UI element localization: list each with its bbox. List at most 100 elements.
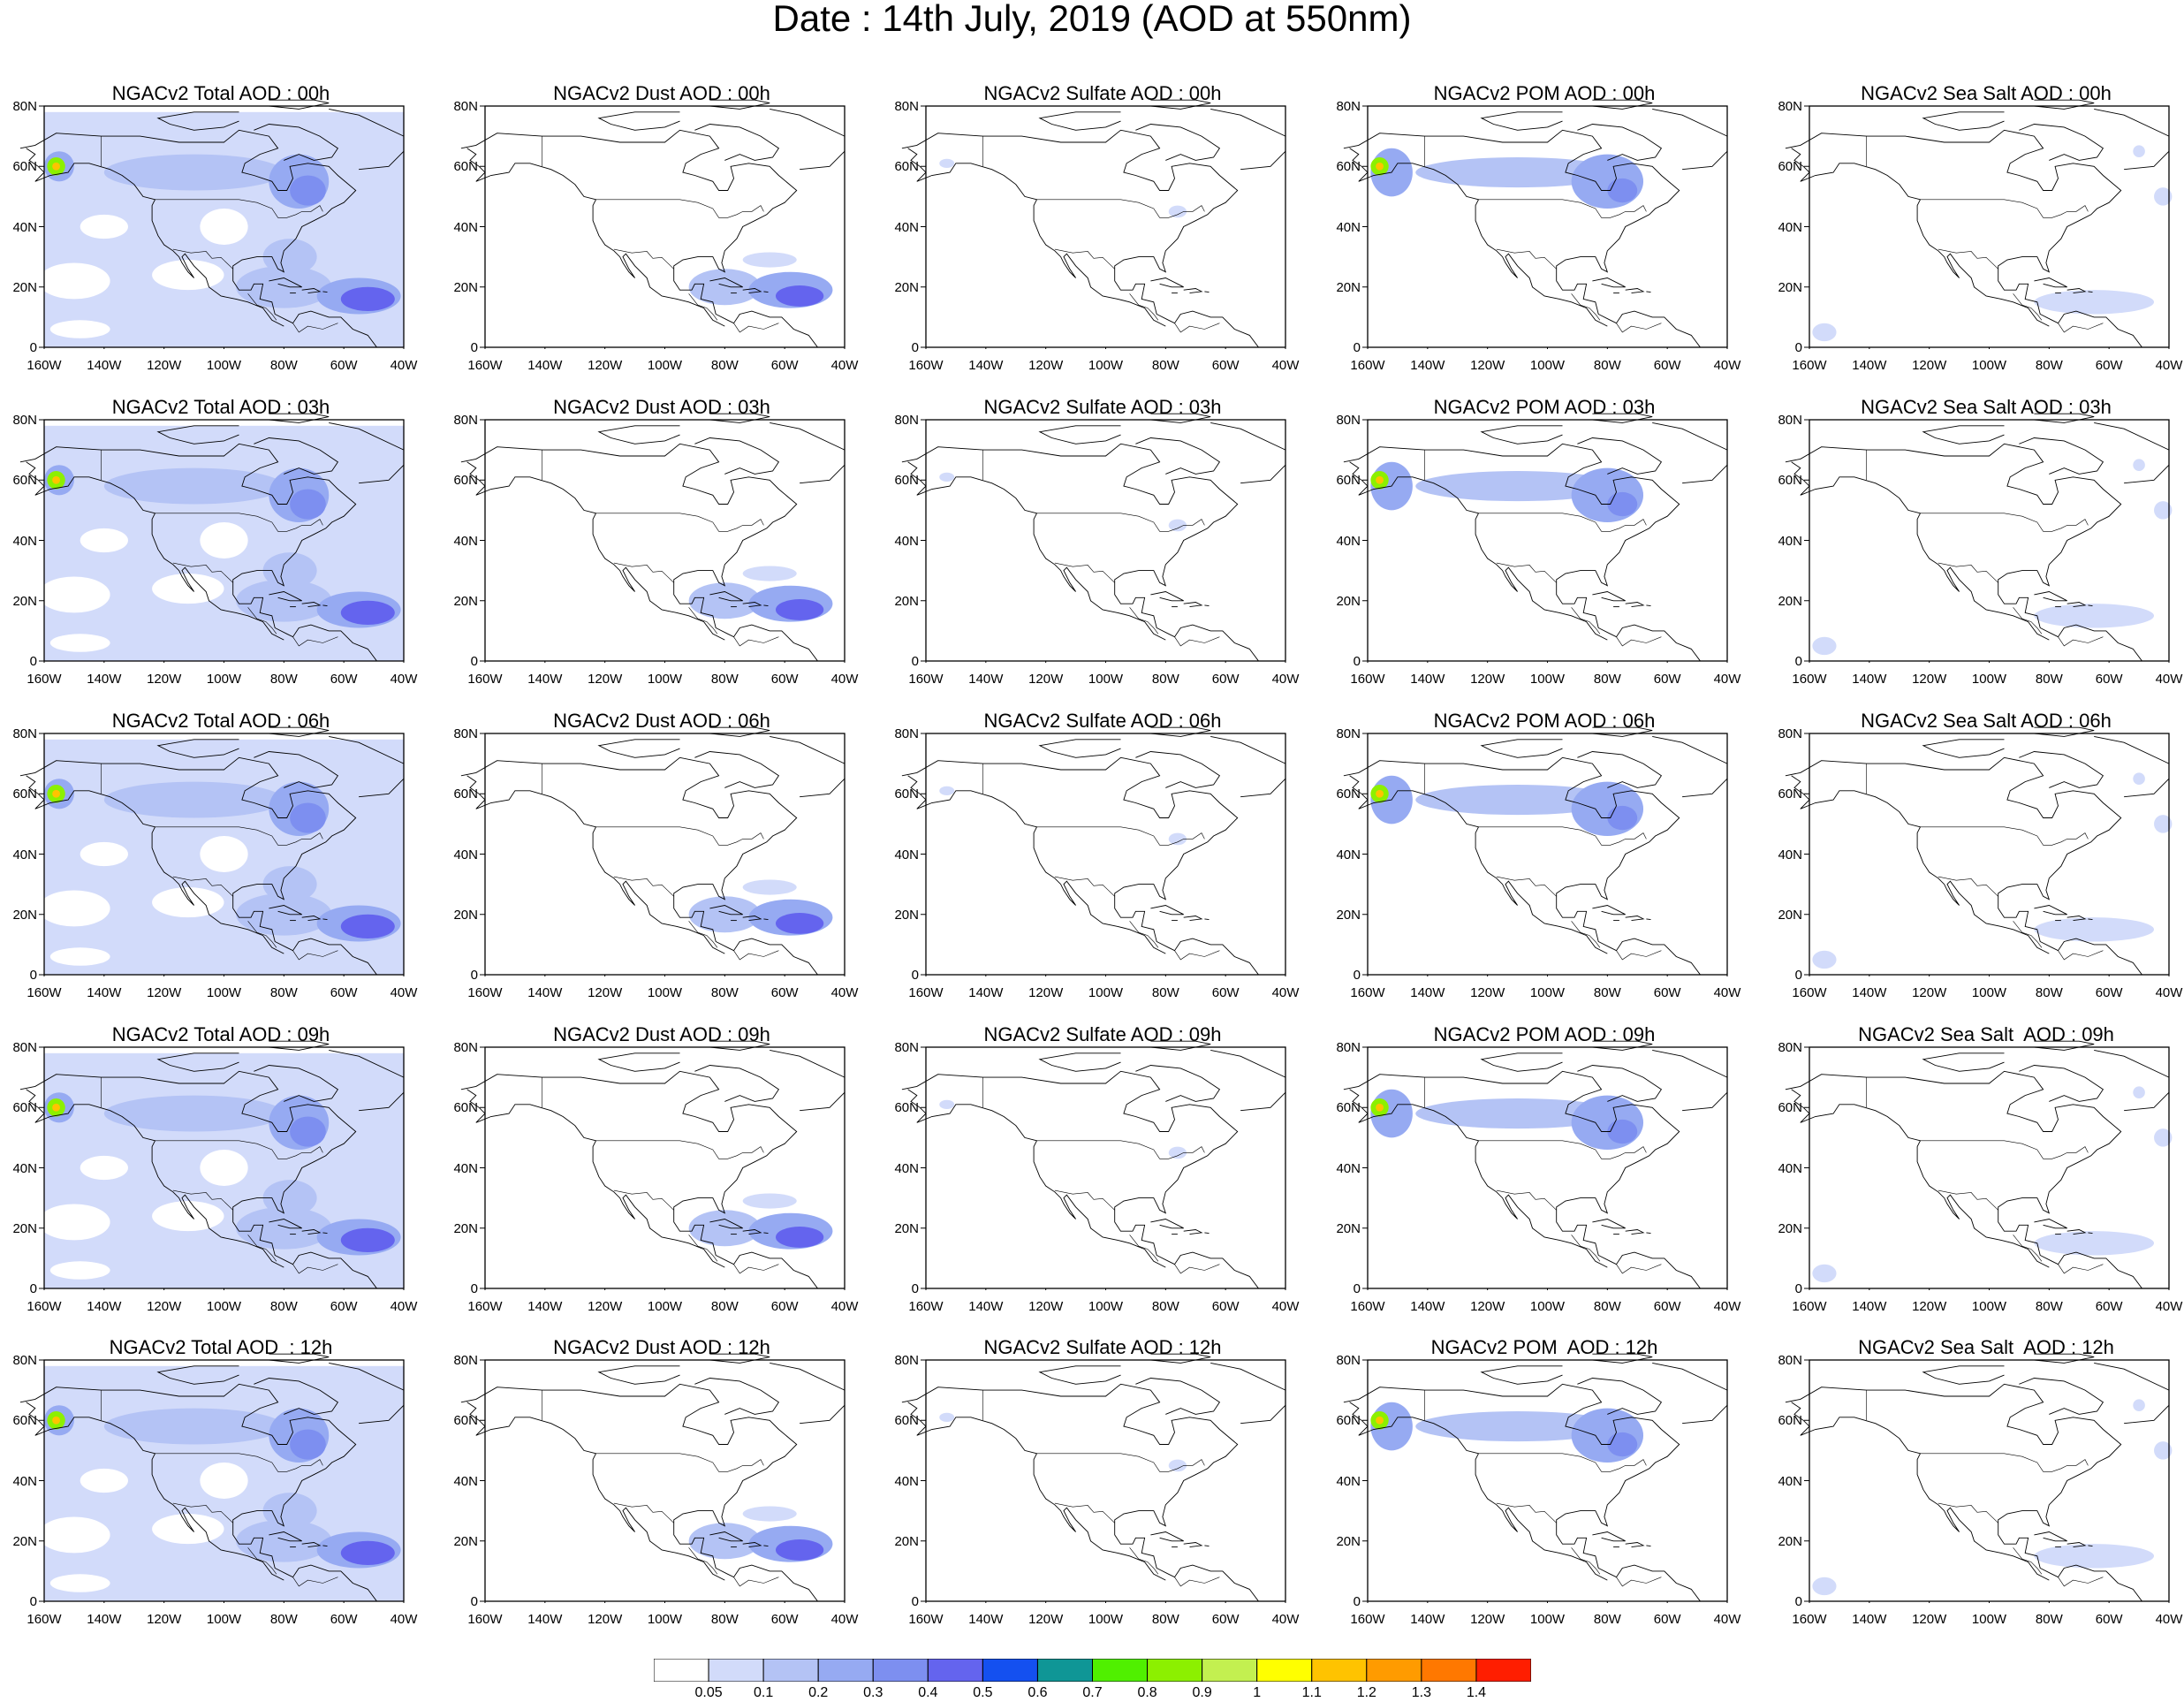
dust-area [688, 269, 762, 306]
coastline [2034, 1531, 2067, 1542]
lon-label: 40W [1271, 358, 1300, 373]
coastline [1135, 1065, 1221, 1102]
lat-label: 20N [1778, 1220, 1802, 1236]
map-panel-seasalt-03h: NGACv2 Sea Salt AOD : 03h 80N 60N 40N 20N 0 16… [1765, 398, 2184, 711]
aod-field [939, 786, 1187, 846]
lat-label: 20N [453, 593, 478, 609]
border-line [733, 1577, 779, 1587]
lon-label: 120W [1028, 1612, 1064, 1627]
lat-label: 40N [894, 1160, 919, 1176]
fire-core [52, 789, 60, 798]
clear-area [49, 1574, 110, 1592]
lat-label: 60N [12, 473, 37, 489]
fire-core [1376, 475, 1384, 484]
coastline [597, 425, 680, 444]
map-panel-seasalt-09h: NGACv2 Sea Salt AOD : 09h 80N 60N 40N 20N 0 16… [1765, 1025, 2184, 1339]
lon-label: 120W [147, 1612, 182, 1627]
lat-label: 20N [12, 279, 37, 295]
colorbar-swatch [1147, 1659, 1203, 1682]
lon-label: 160W [1792, 358, 1827, 373]
coastline [907, 1089, 1166, 1268]
lon-label: 100W [206, 1299, 242, 1314]
lon-label: 140W [968, 1612, 1004, 1627]
coastline [269, 99, 330, 110]
coastline [2066, 1542, 2087, 1548]
border-line [688, 1547, 718, 1575]
map-canvas [901, 726, 1286, 976]
coastline [269, 1219, 302, 1229]
aod-field [939, 1099, 1187, 1159]
smoke-plume [1415, 157, 1619, 188]
lon-label: 160W [1792, 985, 1827, 1000]
aod-field [939, 158, 1187, 218]
coastlines [460, 726, 846, 976]
coastlines [460, 1353, 846, 1602]
coastline [1204, 291, 1210, 293]
lon-label: 40W [2155, 1299, 2183, 1314]
lon-label: 80W [269, 1612, 298, 1627]
border-line [2058, 950, 2104, 961]
lon-label: 100W [1529, 985, 1566, 1000]
border-line [613, 248, 674, 270]
map-canvas [19, 1353, 405, 1603]
map-plot [901, 413, 1286, 663]
map-background [926, 1047, 1285, 1288]
lon-label: 140W [87, 985, 122, 1000]
lat-label: 60N [1336, 473, 1361, 489]
coastline [1038, 739, 1121, 758]
coastline [19, 1383, 383, 1602]
clear-area [38, 1516, 110, 1554]
lat-label: 0 [1353, 1281, 1361, 1296]
colorbar-tick-label: 0.2 [808, 1685, 829, 1700]
lat-label: 80N [453, 1040, 478, 1055]
smoke-plume [1415, 1098, 1619, 1129]
lon-label: 60W [1653, 358, 1681, 373]
coastline [1785, 1383, 2149, 1602]
dust-area [742, 1193, 797, 1209]
coastline [1343, 443, 1707, 662]
coastline [597, 1365, 680, 1385]
lat-label: 40N [1778, 1473, 1802, 1489]
lon-label: 140W [527, 358, 563, 373]
aod-field [38, 425, 404, 661]
map-plot [460, 1353, 846, 1603]
seasalt-area [2034, 290, 2155, 315]
lon-label: 140W [87, 1612, 122, 1627]
lon-label: 80W [710, 1299, 739, 1314]
seasalt-area [2034, 604, 2155, 628]
map-panel-total-12h: NGACv2 Total AOD : 12h 80N 60N 40N 20N 0 160W 1… [0, 1338, 442, 1652]
colorbar-labels: 0.05 0.1 0.2 0.3 0.4 0.5 0.6 0.7 0.8 0.9 1 1.1 1.2 1.… [654, 1686, 1531, 1702]
coastline [709, 591, 743, 602]
coastline [2019, 1378, 2104, 1415]
lon-label: 40W [1713, 358, 1741, 373]
lat-label: 40N [453, 1160, 478, 1176]
smoke-plume [290, 175, 326, 206]
lat-label: 20N [1778, 593, 1802, 609]
coastline [709, 1040, 770, 1051]
map-canvas [460, 726, 846, 976]
coastline [1343, 1383, 1707, 1602]
lon-label: 160W [1792, 1612, 1827, 1627]
aod-field [38, 739, 404, 975]
sulfate-area [939, 786, 955, 795]
map-background [926, 733, 1285, 975]
coastline [1480, 1365, 1563, 1385]
colorbar-tick-label: 1.2 [1356, 1685, 1376, 1700]
map-panel-pom-06h: NGACv2 POM AOD : 06h 80N 60N 40N 20N 0 160W 140… [1323, 711, 1765, 1025]
lon-label: 160W [908, 358, 944, 373]
page-title: Date : 14th July, 2019 (AOD at 550nm) [772, 0, 1412, 39]
lon-label: 80W [1593, 672, 1621, 687]
lon-label: 60W [330, 672, 358, 687]
border-line [1496, 248, 1557, 270]
lon-label: 40W [2155, 985, 2183, 1000]
lon-label: 60W [770, 358, 799, 373]
coastline [301, 916, 322, 922]
map-canvas [19, 99, 405, 349]
lat-label: 80N [894, 99, 919, 114]
coastline [460, 1383, 824, 1602]
coastline [26, 775, 284, 954]
lon-label: 80W [2035, 672, 2063, 687]
dust-core [340, 600, 395, 626]
border-line [595, 1453, 764, 1472]
colorbar-swatch [927, 1659, 983, 1682]
